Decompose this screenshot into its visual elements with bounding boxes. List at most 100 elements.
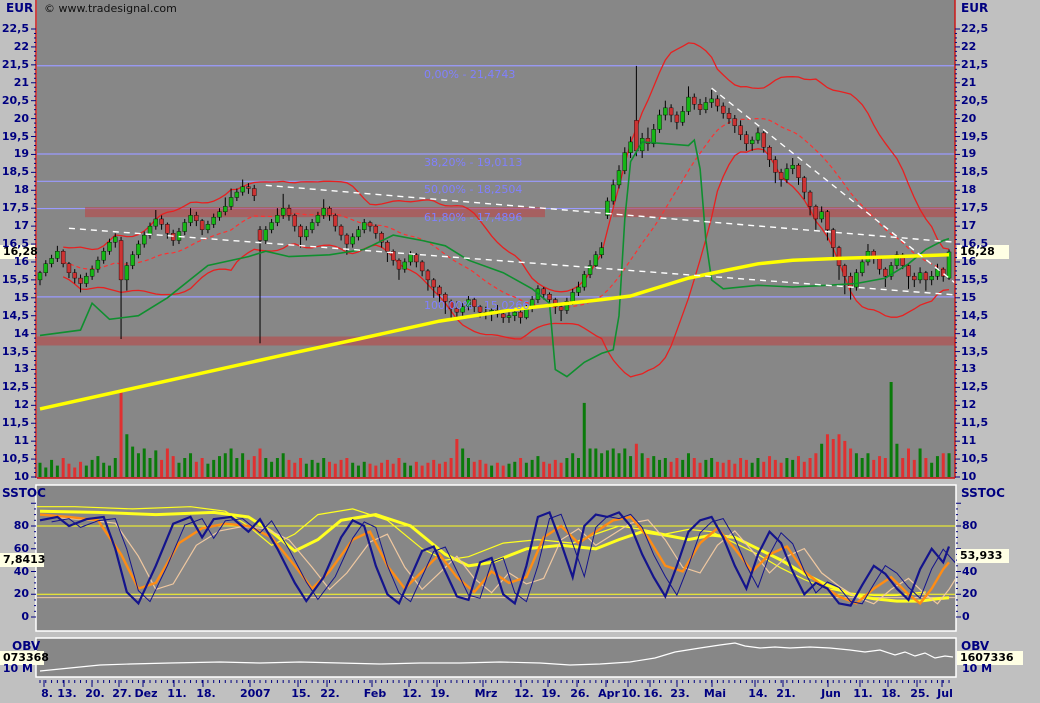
price-tick-right: 19 [961,147,977,161]
candle-body [205,224,211,230]
candle-body [923,272,929,281]
volume-bar [183,458,187,477]
volume-bar [426,462,430,477]
obv-panel-label-right: OBV [961,639,990,653]
candle-body [605,200,610,216]
price-tick-right: 17,5 [961,201,989,215]
volume-bar [44,467,48,477]
fib-label-3: 61,80% - 17,4896 [424,210,523,224]
volume-bar [878,456,882,477]
candle-body [309,222,315,230]
price-tick-left: 11,5 [1,416,29,430]
volume-bar [165,448,169,477]
volume-bar [154,450,158,477]
volume-bar [548,463,552,477]
candle-body [657,114,662,130]
candle-body [211,216,216,225]
date-label: 22. [320,687,340,700]
volume-bar [825,434,829,477]
volume-bar [310,459,314,477]
candle-body [448,301,454,309]
candle-body [859,261,865,273]
date-label: 12. [514,687,534,700]
volume-bar [148,458,152,477]
candle-body [49,258,54,264]
volume-bar [385,459,389,477]
price-tick-left: 12,5 [1,380,29,394]
volume-bar [605,450,609,477]
volume-bar [125,434,129,477]
candle-body [263,229,269,241]
volume-bar [779,462,783,477]
candle-body [373,225,379,234]
candle-body [194,215,199,221]
candle-body [321,207,326,216]
volume-bar [113,458,117,477]
candle-body [813,206,819,220]
price-tick-right: 13,5 [961,344,989,358]
price-tick-right: 18,5 [961,165,989,179]
price-tick-left: 14 [13,326,29,340]
candle-body [344,234,350,245]
candle-body [501,313,506,318]
candle-body [385,242,390,252]
candle-body [558,306,564,311]
date-label: Jun [821,687,841,700]
candle-body [298,225,303,238]
candle-body [721,105,726,114]
obv-panel[interactable] [35,637,957,678]
sstoc-tick-right: 40 [962,564,978,578]
volume-bar [513,461,517,477]
price-tick-right: 12,5 [961,380,989,394]
volume-bar [38,462,42,477]
volume-bar [924,458,928,477]
volume-bar [102,462,106,477]
candle-body [726,113,732,119]
volume-bar [611,448,615,477]
volume-bar [287,459,291,477]
candle-body [512,311,517,316]
volume-bar [67,463,71,477]
candle-body [668,107,674,116]
volume-bar [582,402,586,477]
copyright-text: © www.tradesignal.com [44,2,177,15]
volume-bar [212,459,216,477]
main-price-panel[interactable] [37,0,955,478]
bollinger-lower-line [62,148,950,378]
volume-bar [495,462,499,477]
candle-body [367,222,373,227]
volume-bar [293,462,297,477]
price-tick-left: 22,5 [1,22,29,35]
volume-bar [160,459,164,477]
volume-bar [241,453,245,477]
volume-bar [507,463,511,477]
volume-bar [189,453,193,477]
candle-body [854,272,859,288]
candle-body [767,147,772,161]
volume-bar [854,453,858,477]
candle-body [124,265,130,281]
price-tick-left: 19,5 [1,129,29,143]
candle-body [43,263,48,273]
volume-bar [750,462,754,477]
volume-bar [733,463,737,477]
candle-body [778,172,784,180]
sstoc-yellow-line [39,509,950,603]
volume-bar [704,459,708,477]
sstoc-navy-line [39,510,951,607]
volume-bar [814,453,818,477]
price-tick-left: 10,5 [1,452,29,466]
date-label: 8. [41,687,53,700]
volume-bar [258,448,262,477]
volume-bar [530,459,534,477]
volume-bar [264,458,268,477]
candle-body [72,272,77,279]
candle-body [941,268,946,277]
volume-bar [339,459,343,477]
volume-bar [739,458,743,477]
sstoc-orange-line [39,513,950,606]
last-price-box-right: 16,28 [957,245,1009,259]
volume-bar [768,456,772,477]
